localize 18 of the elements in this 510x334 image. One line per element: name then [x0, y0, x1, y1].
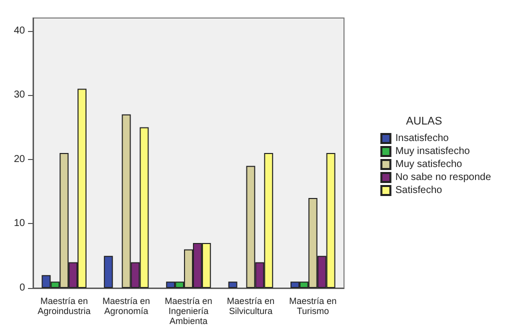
legend-label: Muy insatisfecho	[395, 146, 470, 157]
legend-label: No sabe no responde	[395, 172, 492, 183]
legend-label: Insatisfecho	[395, 133, 450, 144]
x-tick-label: Maestría en Silvicultura	[226, 296, 274, 316]
y-tick-label: 10	[14, 218, 26, 230]
legend-label: Satisfecho	[395, 185, 443, 196]
bar	[228, 282, 238, 288]
y-tick-label: 40	[14, 25, 26, 36]
y-tick-label: 30	[14, 90, 26, 101]
y-tick-label: 0	[19, 282, 26, 294]
x-tick-label: Maestría en Agronomía	[102, 296, 150, 316]
x-tick-label: Maestría en Agroindustria	[38, 296, 91, 316]
legend-label: Muy satisfecho	[395, 159, 463, 170]
x-tick-label: Maestría en Turismo	[289, 296, 337, 316]
x-tick-label: Maestría en Ingeniería Ambienta	[164, 296, 212, 326]
y-tick-label: 20	[14, 154, 26, 165]
bar	[104, 256, 113, 288]
legend-title: AULAS	[406, 116, 442, 128]
